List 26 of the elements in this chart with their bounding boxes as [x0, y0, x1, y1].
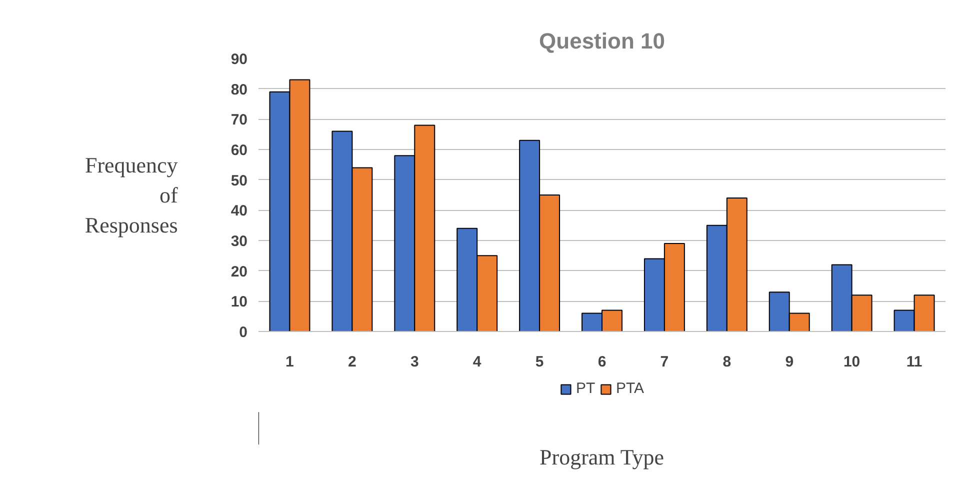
legend-label: PT	[576, 380, 596, 397]
x-tick-label: 9	[785, 354, 794, 370]
legend-label: PTA	[616, 380, 644, 397]
chart-title: Question 10	[539, 28, 665, 54]
y-tick-label: 90	[230, 51, 248, 68]
y-axis-title: Frequency of Responses	[84, 152, 178, 238]
x-tick-label: 2	[348, 354, 356, 370]
x-tick-label: 3	[410, 354, 419, 370]
y-tick-label: 30	[230, 233, 248, 250]
y-tick-label: 60	[230, 142, 248, 159]
x-axis-title: Program Type	[540, 444, 664, 470]
y-tick-label: 80	[230, 81, 248, 98]
y-tick-label: 0	[239, 324, 248, 341]
y-tick-label: 10	[230, 294, 248, 311]
x-tick-label: 11	[906, 354, 922, 370]
x-tick-label: 10	[843, 354, 860, 370]
x-tick-label: 6	[598, 354, 606, 370]
y-tick-label: 50	[230, 172, 248, 190]
x-tick-label: 7	[660, 354, 669, 370]
x-tick-label: 5	[535, 354, 544, 370]
x-tick-label: 1	[286, 354, 294, 370]
y-tick-label: 70	[230, 112, 248, 129]
y-tick-label: 20	[230, 263, 248, 280]
x-tick-label: 4	[472, 354, 482, 370]
y-tick-label: 40	[230, 202, 248, 220]
x-tick-label: 8	[722, 354, 732, 370]
